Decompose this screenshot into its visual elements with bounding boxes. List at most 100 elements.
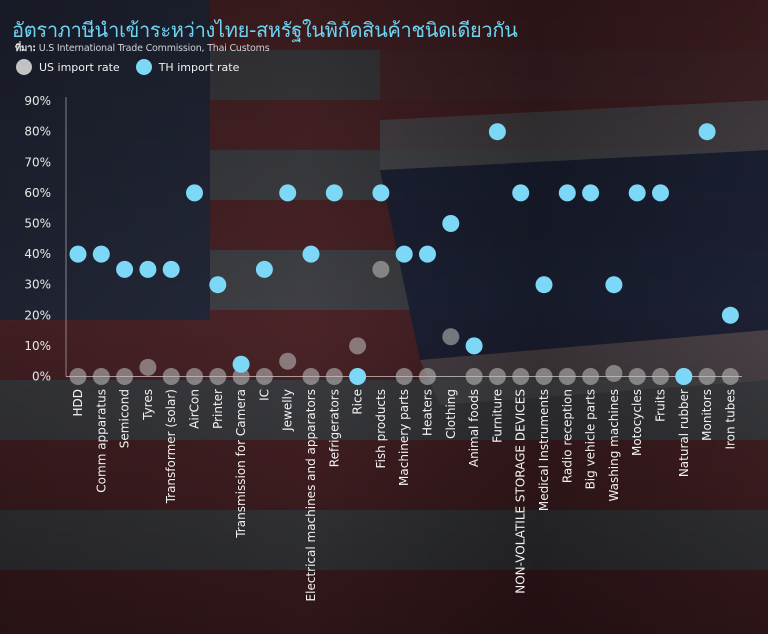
x-axis-labels: HDD Comm apparatus Semicond Tyres Transforme… [71,389,737,602]
th-point [512,184,530,202]
x-category-label: Iron tubes [723,389,737,450]
th-point [698,123,716,141]
us-point [255,368,273,385]
y-tick-label: 50% [24,217,51,231]
legend-item-th: TH import rate [135,59,240,75]
us-point [698,368,716,385]
source-note: ที่มา: U.S International Trade Commissio… [15,41,270,56]
legend-label-us: US import rate [39,60,120,74]
x-category-label: Radio reception [560,389,574,483]
us-point [279,352,297,370]
x-category-label: Machinery parts [397,389,411,486]
x-category-label: Electrical machines and apparators [304,389,318,601]
us-point [628,368,646,385]
th-point [535,276,553,294]
us-point [488,368,506,385]
legend-swatch-th [135,59,152,75]
x-category-label: Medical Instruments [537,389,551,511]
th-point [232,355,250,373]
legend-label-th: TH import rate [158,60,240,74]
us-point [512,368,530,385]
x-category-label: Semicond [118,389,132,448]
us-point [349,337,367,355]
x-category-label: Printer [211,389,225,429]
chart-title: อัตราภาษีนำเข้าระหว่างไทย-สหรัฐในพิกัดสิ… [12,18,518,42]
us-point [558,368,576,385]
th-point [558,184,576,202]
th-point [186,184,203,202]
th-point [325,184,343,202]
source-label: ที่มา: [15,43,36,54]
x-category-label: Heaters [421,389,435,436]
us-point [209,368,227,385]
th-point [675,368,693,385]
us-point [372,260,390,278]
th-point [139,260,157,278]
th-point [721,306,739,324]
us-point [419,368,436,385]
th-point [69,245,87,263]
legend-swatch-us [16,59,32,75]
x-category-label: HDD [71,389,85,417]
legend-item-us: US import rate [16,59,120,75]
us-point [535,368,553,385]
x-category-label: NON-VOLATILE STORAGE DEVICES [514,389,528,594]
x-category-label: Animal foods [467,389,481,467]
th-point [92,245,110,263]
y-tick-label: 30% [24,278,51,292]
y-tick-label: 0% [32,370,51,384]
x-category-label: AirCon [188,389,202,429]
us-point [92,368,110,385]
th-point [395,245,413,263]
y-tick-label: 60% [24,186,51,200]
th-point [605,276,623,294]
us-point [302,368,320,385]
us-point [395,368,413,385]
x-category-label: Transformer (solar) [164,389,178,504]
th-point [419,245,436,263]
th-point [209,276,227,294]
th-point [279,184,297,202]
us-point [465,368,483,385]
us-point [652,368,669,385]
y-tick-label: 90% [24,94,51,108]
x-category-label: Furniture [490,389,504,443]
legend: US import rate TH import rate [16,59,255,75]
x-category-label: Tyres [141,389,155,421]
x-category-label: Refrigerators [327,389,341,467]
th-point [652,184,669,202]
source-text: U.S International Trade Commission, Thai… [38,43,270,54]
y-tick-label: 80% [24,125,51,139]
x-category-label: Fruits [654,389,668,422]
us-point [721,368,739,385]
th-point [465,337,483,355]
x-category-label: Big vehicle parts [584,389,598,489]
us-point [605,364,623,382]
y-tick-label: 20% [24,308,51,322]
x-category-label: Fish products [374,389,388,468]
us-point [325,368,343,385]
th-point [302,245,320,263]
th-point [116,260,134,278]
x-category-label: Clothing [444,389,458,439]
y-axis: 0% 10% 20% 30% 40% 50% 60% 70% 80% 90% [24,94,742,384]
data-points [69,123,739,385]
us-point [442,328,460,346]
th-point [442,215,460,232]
x-category-label: Natural rubber [677,389,691,477]
us-point [162,368,180,385]
x-category-label: Transmission for Camera [234,389,248,539]
th-point [255,260,273,278]
y-tick-label: 10% [24,339,51,353]
us-point [69,368,87,385]
th-point [372,184,390,202]
us-point [139,358,157,376]
us-point [116,368,134,385]
th-point [349,368,367,385]
us-point [186,368,203,385]
us-point [582,368,600,385]
x-category-label: Comm apparatus [94,389,108,493]
x-category-label: Jewelly [281,389,295,432]
th-point [582,184,600,202]
